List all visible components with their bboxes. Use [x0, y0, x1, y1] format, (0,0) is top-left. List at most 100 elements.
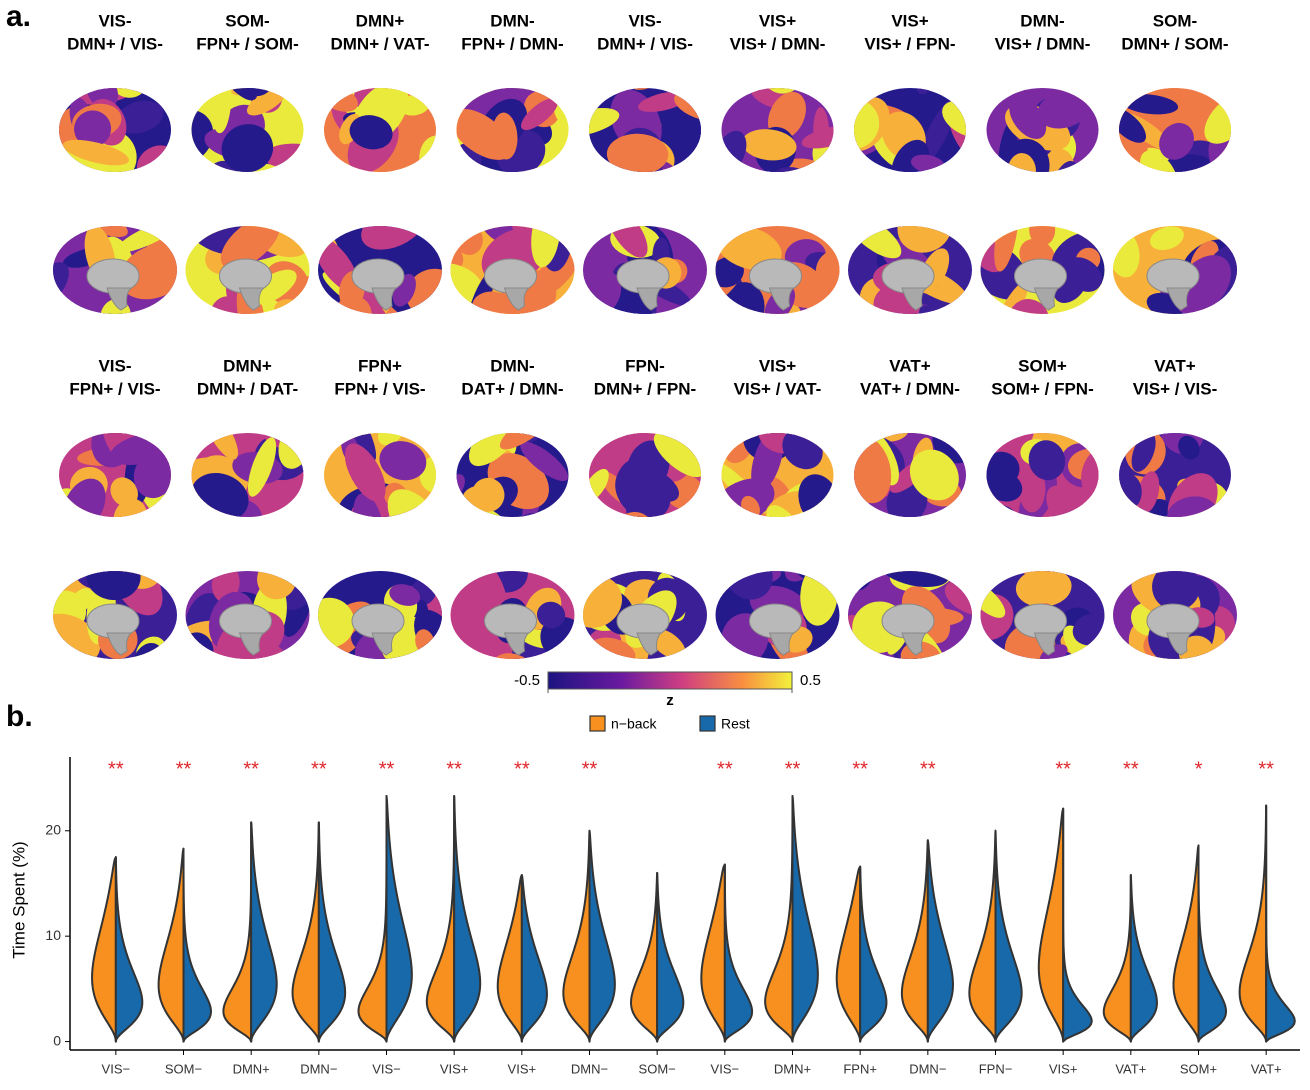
x-tick-label: SOM−	[639, 1061, 676, 1076]
x-tick-label: VIS−	[102, 1061, 131, 1076]
brain-patch	[994, 226, 1019, 272]
brain-patch	[1150, 226, 1184, 251]
brain-patch	[220, 226, 281, 270]
colorbar-tick-label: -0.5	[514, 672, 540, 689]
map-subtitle: DMN+ / VAT-	[330, 34, 429, 53]
brain-lateral	[191, 433, 304, 517]
x-tick-label: DMN−	[571, 1061, 608, 1076]
brain-stem	[238, 287, 265, 311]
brain-patch	[62, 139, 129, 166]
brain-patch	[801, 125, 834, 149]
map-title: FPN-	[625, 356, 665, 375]
map-subtitle: DMN+ / VIS-	[597, 34, 693, 53]
brain-stem	[503, 287, 530, 311]
brain-patch	[389, 584, 421, 606]
map-title: VAT+	[889, 356, 930, 375]
map-title: DMN-	[490, 356, 534, 375]
brain-patch	[318, 597, 355, 648]
brain-patch	[344, 443, 386, 502]
brain-patch	[626, 184, 658, 219]
y-tick-label: 0	[53, 1032, 61, 1048]
significance: **	[1055, 758, 1071, 780]
x-tick-label: DMN−	[909, 1061, 946, 1076]
brain-lateral	[324, 433, 436, 517]
brain-patch	[630, 513, 652, 517]
brain-patch	[1178, 435, 1200, 460]
brain-patch	[909, 449, 959, 501]
map-title: DMN-	[1020, 11, 1064, 30]
violin-half	[700, 863, 726, 1043]
map-title: DMN+	[356, 11, 405, 30]
brain-patch	[379, 441, 427, 481]
brain-patch	[891, 139, 930, 172]
brain-patch	[62, 478, 106, 517]
map-subtitle: VIS+ / DMN-	[730, 34, 826, 53]
brain-patch	[1046, 485, 1091, 517]
brain-patch	[1019, 466, 1046, 513]
significance: **	[582, 758, 598, 780]
significance: **	[311, 758, 327, 780]
violin-half	[835, 865, 862, 1043]
map-subtitle: DMN+ / VIS-	[67, 34, 163, 53]
significance: **	[852, 758, 868, 780]
map-title: SOM+	[1018, 356, 1067, 375]
map-title: VAT+	[1154, 356, 1195, 375]
brain-patch	[419, 135, 436, 172]
brain-patch	[583, 575, 623, 628]
brain-stem	[1033, 287, 1060, 311]
brain-patch	[520, 98, 558, 131]
map-title: VIS-	[98, 356, 131, 375]
brain-stem	[106, 287, 133, 311]
map-subtitle: FPN+ / VIS-	[69, 379, 160, 398]
brain-patch	[854, 98, 880, 150]
brain-patch	[247, 437, 277, 497]
colorbar	[547, 671, 793, 690]
violin-half	[723, 863, 754, 1043]
x-tick-label: DMN−	[300, 1061, 337, 1076]
map-title: VIS-	[98, 11, 131, 30]
x-tick-label: VIS+	[508, 1061, 537, 1076]
map-subtitle: VIS+ / DMN-	[995, 34, 1091, 53]
brain-patch	[1029, 226, 1056, 246]
significance: **	[176, 758, 192, 780]
brain-patch	[536, 601, 566, 629]
colorbar-label: z	[666, 692, 674, 709]
brain-patch	[589, 107, 620, 138]
brain-stem	[371, 632, 398, 656]
brain-patch	[879, 571, 950, 588]
y-axis-label: Time Spent (%)	[9, 841, 28, 958]
brain-patch	[133, 452, 171, 499]
brain-patch	[419, 453, 436, 493]
x-tick-label: VAT+	[1115, 1061, 1146, 1076]
violin-half	[1197, 844, 1228, 1043]
brain-patch	[450, 262, 484, 308]
brain-patch	[1152, 571, 1200, 611]
brain-patch	[456, 108, 512, 160]
brain-lateral	[59, 88, 171, 172]
brain-stem	[768, 287, 795, 311]
violin-half	[425, 794, 456, 1043]
violin-half	[1037, 807, 1065, 1043]
brain-patch	[1120, 498, 1170, 517]
violin-half	[791, 794, 819, 1043]
violin-half	[1265, 804, 1296, 1043]
brain-patch	[249, 269, 297, 305]
legend-swatch	[699, 715, 716, 732]
violin-half	[656, 871, 685, 1043]
brain-patch	[741, 129, 797, 161]
brain-patch	[257, 571, 297, 600]
map-subtitle: VIS+ / FPN-	[864, 34, 955, 53]
significance: **	[108, 758, 124, 780]
violin-half	[1172, 844, 1200, 1043]
violin-half	[182, 847, 212, 1043]
significance: **	[920, 758, 936, 780]
significance: **	[446, 758, 462, 780]
brain-lateral	[589, 433, 701, 517]
map-subtitle: DMN+ / FPN-	[594, 379, 696, 398]
brain-patch	[1119, 107, 1147, 143]
violin-half	[926, 839, 954, 1043]
violin-half	[357, 794, 388, 1043]
violin-half	[764, 794, 794, 1043]
map-subtitle: VIS+ / VAT-	[734, 379, 822, 398]
